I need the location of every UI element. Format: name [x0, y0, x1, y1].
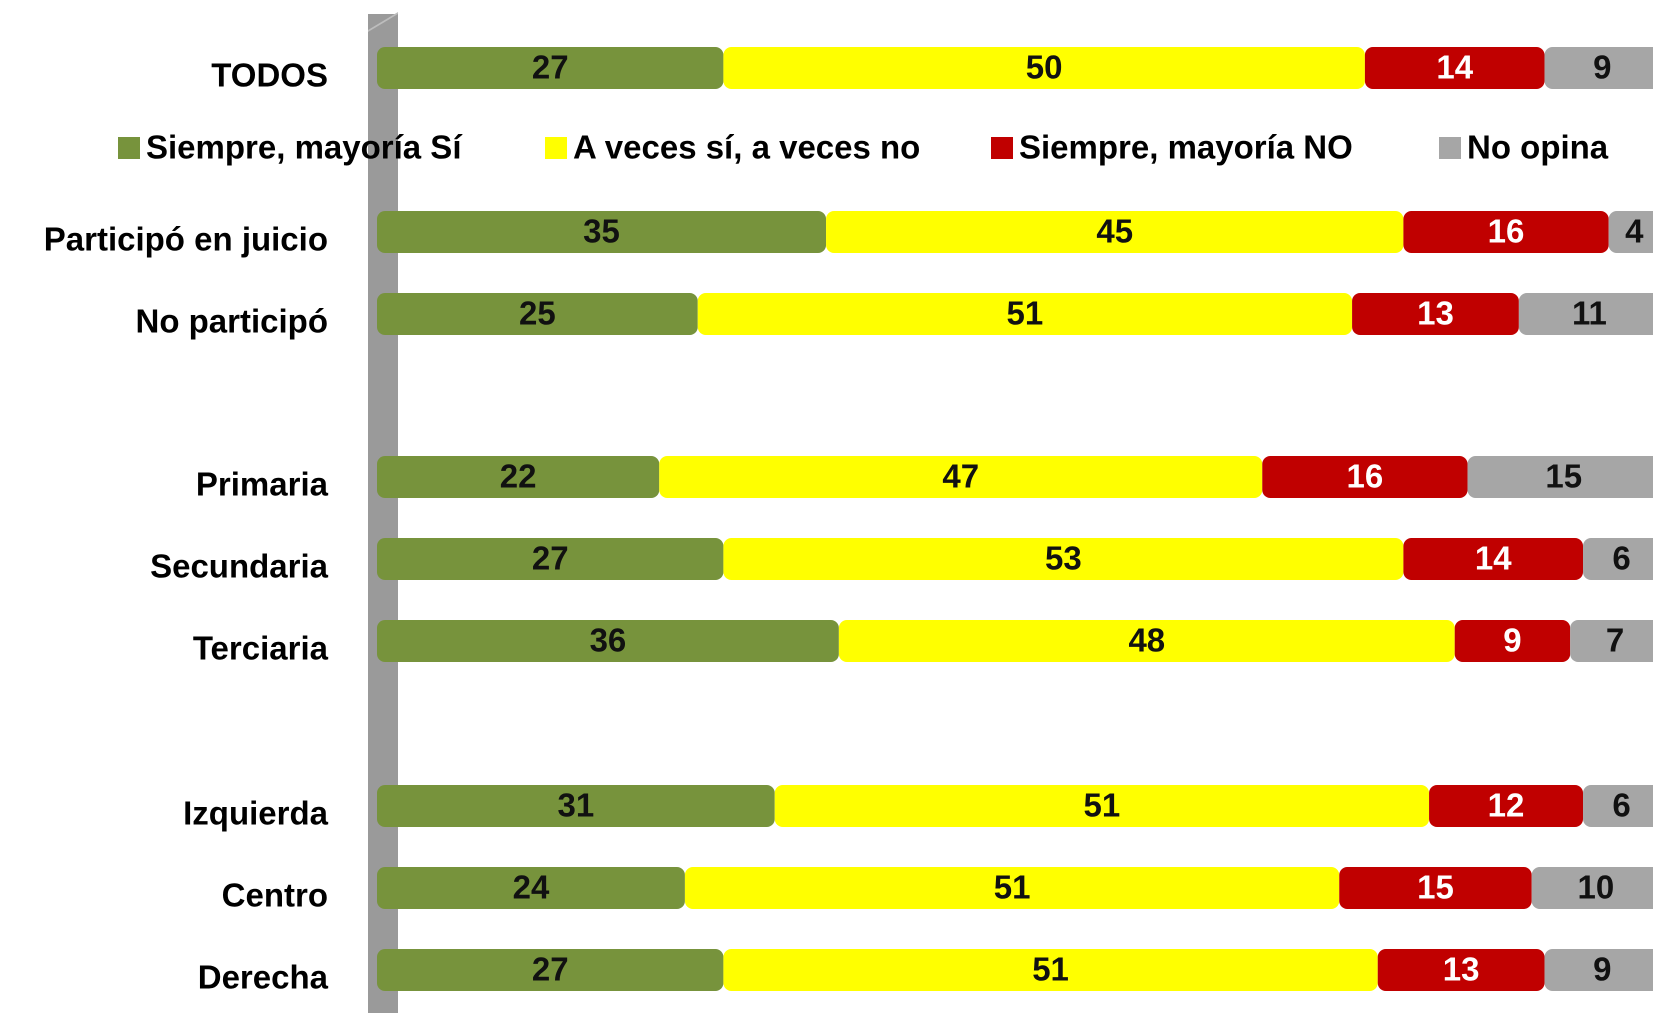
bar-segment: [1403, 211, 1609, 253]
bar-segment: [377, 867, 685, 909]
bar-segment: [377, 785, 775, 827]
value-label: 24: [513, 869, 550, 906]
value-label: 7: [1606, 622, 1624, 659]
value-label: 9: [1593, 951, 1611, 988]
value-label: 6: [1612, 540, 1630, 577]
value-label: 51: [1032, 951, 1069, 988]
bar-segment: [697, 293, 1353, 335]
value-label: 9: [1503, 622, 1521, 659]
value-label: 16: [1347, 458, 1384, 495]
value-label: 53: [1045, 540, 1082, 577]
legend-label: Siempre, mayoría Sí: [146, 129, 463, 166]
bar-segment: [1570, 620, 1653, 662]
value-label: 45: [1096, 213, 1133, 250]
legend-label: No opina: [1467, 129, 1609, 166]
value-label: 6: [1612, 787, 1630, 824]
value-label: 27: [532, 540, 569, 577]
legend-label: Siempre, mayoría NO: [1019, 129, 1353, 166]
bar-segment: [377, 293, 698, 335]
bar-segment: [1608, 211, 1653, 253]
category-label: No participó: [135, 303, 328, 340]
bar-segment: [838, 620, 1455, 662]
bar-segment: [826, 211, 1404, 253]
legend-swatch: [991, 137, 1013, 159]
value-label: 11: [1572, 295, 1607, 332]
value-label: 16: [1488, 213, 1525, 250]
value-label: 9: [1593, 49, 1611, 86]
category-label: Secundaria: [150, 548, 329, 585]
bar-segment: [1544, 949, 1653, 991]
value-label: 51: [994, 869, 1031, 906]
bar-segment: [723, 949, 1378, 991]
value-label: 36: [590, 622, 627, 659]
bar-segment: [1339, 867, 1532, 909]
bar-segment: [1377, 949, 1545, 991]
bar-segment: [723, 538, 1404, 580]
value-label: 14: [1475, 540, 1512, 577]
value-label: 50: [1026, 49, 1063, 86]
bar-segment: [659, 456, 1263, 498]
bar-segment: [377, 620, 839, 662]
bar-segment: [377, 47, 724, 89]
value-label: 13: [1417, 295, 1454, 332]
value-label: 31: [558, 787, 595, 824]
value-label: 27: [532, 951, 569, 988]
bar-segment: [1544, 47, 1653, 89]
axis-wall-top: [368, 12, 398, 32]
value-label: 15: [1417, 869, 1454, 906]
category-label: Terciaria: [193, 630, 329, 667]
category-label: Centro: [222, 877, 328, 914]
value-label: 13: [1443, 951, 1480, 988]
value-label: 48: [1128, 622, 1165, 659]
legend-swatch: [545, 137, 567, 159]
bar-segment: [1454, 620, 1571, 662]
value-label: 27: [532, 49, 569, 86]
value-label: 22: [500, 458, 537, 495]
bar-segment: [1403, 538, 1584, 580]
bar-segment: [774, 785, 1430, 827]
legend-swatch: [118, 137, 140, 159]
value-label: 4: [1625, 213, 1644, 250]
legend-swatch: [1439, 137, 1461, 159]
bar-segment: [377, 538, 724, 580]
category-label: Primaria: [196, 466, 329, 503]
bar-segment: [377, 949, 724, 991]
category-label: Izquierda: [183, 795, 329, 832]
bar-segment: [1583, 538, 1653, 580]
bar-segment: [1518, 293, 1653, 335]
value-label: 25: [519, 295, 556, 332]
category-label: TODOS: [211, 57, 328, 94]
bar-segment: [1352, 293, 1519, 335]
value-label: 14: [1436, 49, 1473, 86]
axis-wall: [368, 14, 398, 1013]
bar-segment: [377, 456, 660, 498]
bar-segment: [1531, 867, 1653, 909]
bar-segment: [684, 867, 1340, 909]
value-label: 15: [1545, 458, 1582, 495]
value-label: 51: [1084, 787, 1121, 824]
bar-segment: [377, 211, 827, 253]
category-label: Participó en juicio: [44, 221, 328, 258]
bar-segment: [1583, 785, 1653, 827]
category-label: Derecha: [198, 959, 329, 996]
bar-segment: [723, 47, 1365, 89]
bar-segment: [1364, 47, 1545, 89]
value-label: 12: [1488, 787, 1525, 824]
bar-segment: [1467, 456, 1653, 498]
value-label: 47: [942, 458, 979, 495]
bar-segment: [1429, 785, 1584, 827]
bar-segment: [1262, 456, 1468, 498]
value-label: 51: [1007, 295, 1044, 332]
legend-label: A veces sí, a veces no: [573, 129, 920, 166]
value-label: 35: [583, 213, 620, 250]
value-label: 10: [1577, 869, 1614, 906]
